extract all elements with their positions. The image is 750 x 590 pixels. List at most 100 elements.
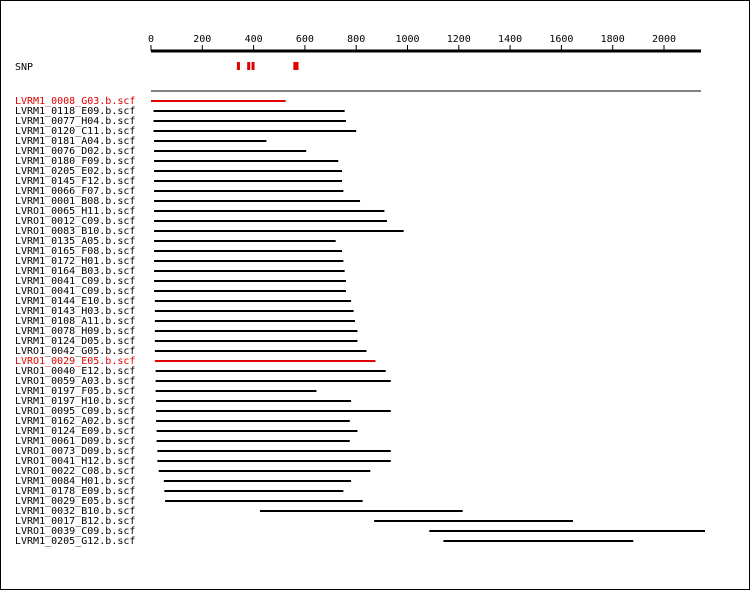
read-row[interactable]: LVRO1_0012_C09.b.scf (15, 216, 387, 227)
read-row[interactable]: LVRO1_0041_C09.b.scf (15, 286, 346, 297)
read-name-label[interactable]: LVRO1_0083_B10.b.scf (15, 226, 135, 237)
read-name-label[interactable]: LVRM1_0178_E09.b.scf (15, 486, 135, 497)
read-name-label[interactable]: LVRM1_0029_E05.b.scf (15, 496, 135, 507)
read-row[interactable]: LVRM1_0084_H01.b.scf (15, 476, 352, 487)
read-row[interactable]: LVRM1_0205_G12.b.scf (15, 536, 634, 547)
read-row[interactable]: LVRM1_0143_H03.b.scf (15, 306, 354, 317)
read-row[interactable]: LVRM1_0135_A05.b.scf (15, 236, 336, 247)
read-name-label[interactable]: LVRM1_0108_A11.b.scf (15, 316, 135, 327)
read-name-label[interactable]: LVRM1_0084_H01.b.scf (15, 476, 135, 487)
read-row[interactable]: LVRM1_0172_H01.b.scf (15, 256, 344, 267)
read-name-label[interactable]: LVRM1_0076_D02.b.scf (15, 146, 135, 157)
read-row[interactable]: LVRM1_0178_E09.b.scf (15, 486, 344, 497)
read-row[interactable]: LVRM1_0162_A02.b.scf (15, 416, 350, 427)
read-row[interactable]: LVRM1_0041_C09.b.scf (15, 276, 346, 287)
read-name-label[interactable]: LVRO1_0041_H12.b.scf (15, 456, 135, 467)
read-row[interactable]: LVRM1_0061_D09.b.scf (15, 436, 350, 447)
read-row[interactable]: LVRO1_0059_A03.b.scf (15, 376, 391, 387)
read-name-label[interactable]: LVRM1_0008_G03.b.scf (15, 96, 135, 107)
read-name-label[interactable]: LVRM1_0041_C09.b.scf (15, 276, 135, 287)
read-name-label[interactable]: LVRM1_0172_H01.b.scf (15, 256, 135, 267)
read-row[interactable]: LVRO1_0039_C09.b.scf (15, 526, 705, 537)
read-name-label[interactable]: LVRO1_0012_C09.b.scf (15, 216, 135, 227)
read-name-label[interactable]: LVRM1_0078_H09.b.scf (15, 326, 135, 337)
scale-tick-label: 2000 (652, 34, 676, 45)
read-row[interactable]: LVRM1_0144_E10.b.scf (15, 296, 352, 307)
read-name-label[interactable]: LVRM1_0135_A05.b.scf (15, 236, 135, 247)
read-name-label[interactable]: LVRO1_0065_H11.b.scf (15, 206, 135, 217)
read-name-label[interactable]: LVRM1_0124_E09.b.scf (15, 426, 135, 437)
read-row[interactable]: LVRM1_0124_D05.b.scf (15, 336, 358, 347)
read-row[interactable]: LVRM1_0008_G03.b.scf (15, 96, 286, 107)
read-row[interactable]: LVRO1_0042_G05.b.scf (15, 346, 367, 357)
read-name-label[interactable]: LVRM1_0061_D09.b.scf (15, 436, 135, 447)
read-name-label[interactable]: LVRM1_0162_A02.b.scf (15, 416, 135, 427)
read-row[interactable]: LVRM1_0197_H10.b.scf (15, 396, 352, 407)
snp-marker (293, 62, 299, 70)
read-name-label[interactable]: LVRM1_0144_E10.b.scf (15, 296, 135, 307)
read-name-label[interactable]: LVRO1_0095_C09.b.scf (15, 406, 135, 417)
read-name-label[interactable]: LVRM1_0143_H03.b.scf (15, 306, 135, 317)
read-row[interactable]: LVRM1_0108_A11.b.scf (15, 316, 355, 327)
read-row[interactable]: LVRO1_0040_E12.b.scf (15, 366, 386, 377)
read-row[interactable]: LVRM1_0118_E09.b.scf (15, 106, 345, 117)
read-name-label[interactable]: LVRO1_0039_C09.b.scf (15, 526, 135, 537)
read-name-label[interactable]: LVRO1_0073_D09.b.scf (15, 446, 135, 457)
read-name-label[interactable]: LVRM1_0066_F07.b.scf (15, 186, 135, 197)
read-name-label[interactable]: LVRO1_0059_A03.b.scf (15, 376, 135, 387)
read-row[interactable]: LVRO1_0041_H12.b.scf (15, 456, 391, 467)
read-name-label[interactable]: LVRM1_0077_H04.b.scf (15, 116, 135, 127)
read-row[interactable]: LVRM1_0120_C11.b.scf (15, 126, 357, 137)
read-name-label[interactable]: LVRM1_0120_C11.b.scf (15, 126, 135, 137)
read-row[interactable]: LVRM1_0066_F07.b.scf (15, 186, 344, 197)
read-name-label[interactable]: LVRM1_0181_A04.b.scf (15, 136, 135, 147)
read-row[interactable]: LVRM1_0180_F09.b.scf (15, 156, 339, 167)
read-row[interactable]: LVRM1_0032_B10.b.scf (15, 506, 463, 517)
read-name-label[interactable]: LVRM1_0197_F05.b.scf (15, 386, 135, 397)
read-row[interactable]: LVRM1_0029_E05.b.scf (15, 496, 363, 507)
read-name-label[interactable]: LVRM1_0205_G12.b.scf (15, 536, 135, 547)
read-name-label[interactable]: LVRM1_0032_B10.b.scf (15, 506, 135, 517)
read-name-label[interactable]: LVRM1_0145_F12.b.scf (15, 176, 135, 187)
read-name-label[interactable]: LVRM1_0164_B03.b.scf (15, 266, 135, 277)
read-row[interactable]: LVRO1_0095_C09.b.scf (15, 406, 391, 417)
scale-tick-label: 1000 (395, 34, 419, 45)
read-row[interactable]: LVRM1_0076_D02.b.scf (15, 146, 307, 157)
read-name-label[interactable]: LVRM1_0165_F08.b.scf (15, 246, 135, 257)
read-name-label[interactable]: LVRM1_0197_H10.b.scf (15, 396, 135, 407)
read-row[interactable]: LVRO1_0073_D09.b.scf (15, 446, 391, 457)
read-row[interactable]: LVRM1_0017_B12.b.scf (15, 516, 573, 527)
read-name-label[interactable]: LVRM1_0205_E02.b.scf (15, 166, 135, 177)
position-scale-axis: 0 200 400 600 800 1000 1200 1400 1600 1800 2000 (148, 34, 701, 53)
read-name-label[interactable]: LVRM1_0124_D05.b.scf (15, 336, 135, 347)
snp-marker (247, 62, 251, 70)
read-name-label[interactable]: LVRM1_0118_E09.b.scf (15, 106, 135, 117)
read-name-label[interactable]: LVRO1_0040_E12.b.scf (15, 366, 135, 377)
read-row[interactable]: LVRM1_0145_F12.b.scf (15, 176, 343, 187)
scale-tick-label: 800 (347, 34, 365, 45)
read-row[interactable]: LVRO1_0083_B10.b.scf (15, 226, 404, 237)
read-name-label[interactable]: LVRM1_0180_F09.b.scf (15, 156, 135, 167)
read-row[interactable]: LVRM1_0165_F08.b.scf (15, 246, 343, 257)
read-row[interactable]: LVRO1_0065_H11.b.scf (15, 206, 385, 217)
read-name-label[interactable]: LVRM1_0001_B08.b.scf (15, 196, 135, 207)
read-row[interactable]: LVRM1_0124_E09.b.scf (15, 426, 358, 437)
read-name-label[interactable]: LVRM1_0017_B12.b.scf (15, 516, 135, 527)
scale-tick-label: 0 (148, 34, 154, 45)
read-row[interactable]: LVRM1_0181_A04.b.scf (15, 136, 267, 147)
read-name-label[interactable]: LVRO1_0029_E05.b.scf (15, 356, 135, 367)
read-row[interactable]: LVRM1_0078_H09.b.scf (15, 326, 358, 337)
read-row[interactable]: LVRM1_0197_F05.b.scf (15, 386, 317, 397)
read-row[interactable]: LVRM1_0077_H04.b.scf (15, 116, 346, 127)
read-name-label[interactable]: LVRO1_0022_C08.b.scf (15, 466, 135, 477)
read-row[interactable]: LVRM1_0001_B08.b.scf (15, 196, 361, 207)
read-name-label[interactable]: LVRO1_0041_C09.b.scf (15, 286, 135, 297)
read-row[interactable]: LVRO1_0022_C08.b.scf (15, 466, 371, 477)
read-name-label[interactable]: LVRO1_0042_G05.b.scf (15, 346, 135, 357)
scale-tick-label: 200 (193, 34, 211, 45)
read-row[interactable]: LVRO1_0029_E05.b.scf (15, 356, 376, 367)
read-row[interactable]: LVRM1_0164_B03.b.scf (15, 266, 345, 277)
read-row[interactable]: LVRM1_0205_E02.b.scf (15, 166, 343, 177)
